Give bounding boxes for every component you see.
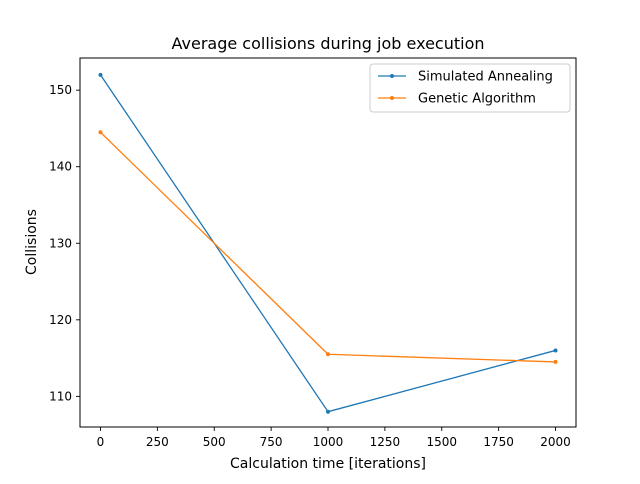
x-tick-label: 1250 [370,435,401,449]
legend-entry-2: Genetic Algorithm [378,92,536,107]
y-tick-label: 120 [49,313,72,327]
legend-label: Genetic Algorithm [418,92,536,107]
series-1-point-3 [553,348,558,353]
x-axis-label: Calculation time [iterations] [230,456,426,472]
chart-legend: Simulated Annealing Genetic Algorithm [369,63,571,113]
y-tick-label: 140 [49,160,72,174]
chart-title: Average collisions during job execution [172,34,485,53]
legend-swatch-marker [390,96,394,100]
legend-label: Simulated Annealing [418,70,553,85]
legend-swatch-marker [390,74,394,78]
y-axis: 110 120 130 140 150 [49,83,80,403]
series-1-point-1 [98,72,103,77]
x-tick-label: 750 [260,435,283,449]
series-2-point-2 [326,352,330,357]
x-tick-label: 250 [146,435,169,449]
series-1-point-2 [326,409,330,414]
y-tick-label: 150 [49,83,72,97]
y-tick-label: 130 [49,236,72,250]
x-tick-label: 1750 [483,435,514,449]
series-2-point-1 [98,130,103,135]
x-tick-label: 1000 [313,435,344,449]
series-2-point-3 [553,359,558,364]
x-tick-label: 500 [203,435,226,449]
x-axis: 0 250 500 750 1000 1250 1500 1750 2000 [97,427,571,449]
legend-box [369,63,571,113]
legend-entry-1: Simulated Annealing [378,70,553,85]
y-tick-label: 110 [49,389,72,403]
y-axis-label: Collisions [24,209,40,275]
x-tick-label: 2000 [540,435,571,449]
x-tick-label: 0 [97,435,105,449]
x-tick-label: 1500 [426,435,457,449]
series-layer [98,72,558,414]
